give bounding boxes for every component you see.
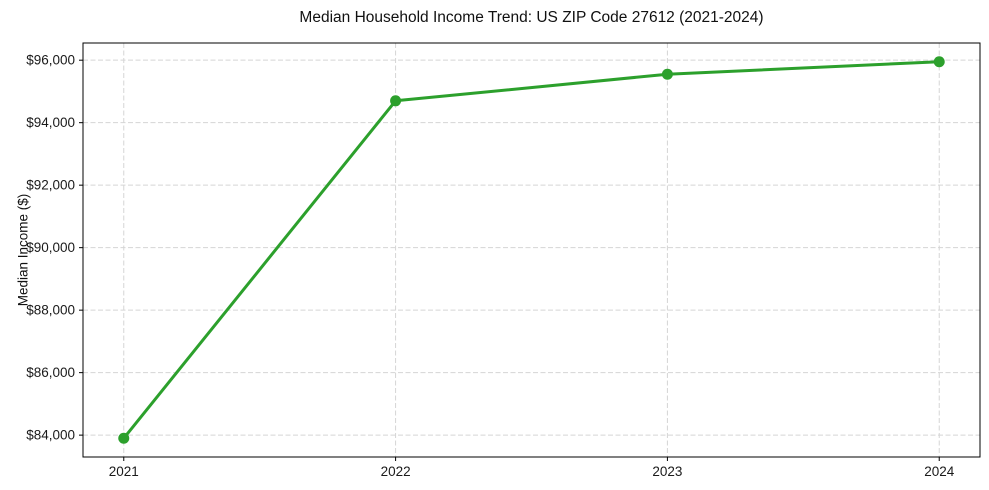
plot-border <box>82 42 981 458</box>
y-tick-label: $92,000 <box>26 178 75 193</box>
data-point-marker <box>118 432 130 444</box>
x-tick-label: 2022 <box>381 464 411 479</box>
y-tick-label: $96,000 <box>26 53 75 68</box>
data-points <box>118 56 945 444</box>
data-point-marker <box>933 56 945 68</box>
x-tick-label: 2021 <box>109 464 139 479</box>
y-tick-label: $90,000 <box>26 240 75 255</box>
data-point-marker <box>661 68 673 80</box>
y-tick-label: $88,000 <box>26 303 75 318</box>
y-tick-label: $86,000 <box>26 365 75 380</box>
gridlines <box>83 43 980 457</box>
x-tick-label: 2023 <box>652 464 682 479</box>
x-tick-label: 2024 <box>924 464 955 479</box>
y-tick-label: $84,000 <box>26 428 75 443</box>
data-point-marker <box>390 95 402 107</box>
y-axis: $84,000 $86,000 $88,000 $90,000 $92,000 $94,0… <box>26 53 83 443</box>
trend-line <box>122 60 941 440</box>
chart-title: Median Household Income Trend: US ZIP Co… <box>299 9 764 26</box>
y-tick-label: $94,000 <box>26 115 75 130</box>
x-axis: 2021 2022 2023 2024 <box>109 457 955 479</box>
